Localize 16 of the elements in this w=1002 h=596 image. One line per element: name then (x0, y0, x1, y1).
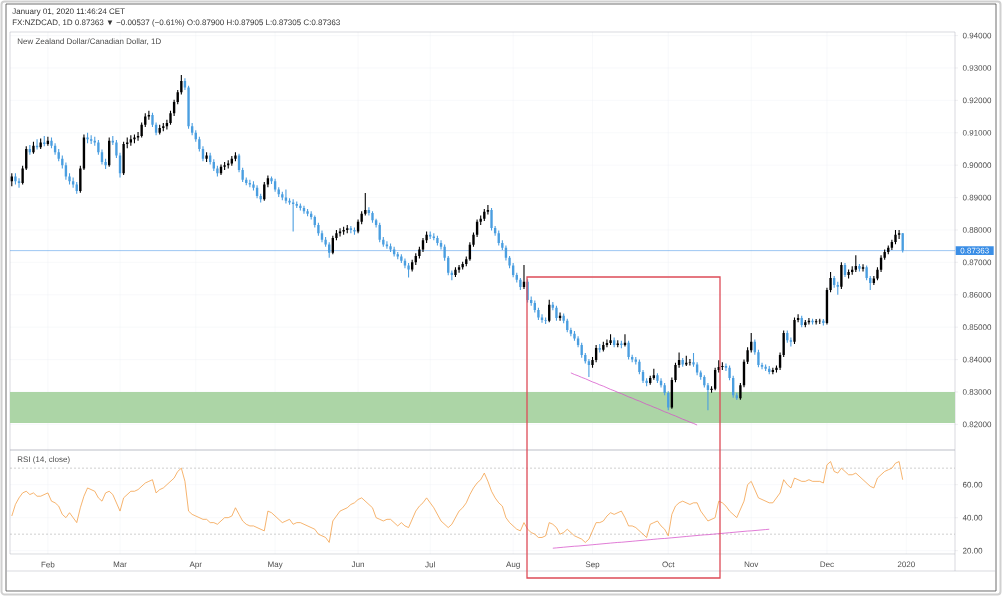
x-tick-label: Aug (506, 561, 520, 569)
x-tick-label: Mar (113, 561, 127, 568)
x-tick-label: Oct (662, 561, 675, 568)
x-tick-label: Feb (41, 561, 55, 568)
x-tick-label: Jul (425, 561, 435, 568)
x-tick-label: Jun (351, 561, 364, 568)
x-tick-label: Sep (585, 561, 600, 569)
x-tick-label: 2020 (897, 561, 915, 568)
x-tick-label: Dec (820, 561, 834, 568)
y-tick-label: 40.00 (962, 514, 983, 521)
y-tick-label: 20.00 (962, 547, 983, 554)
x-tick-label: Apr (189, 561, 202, 569)
y-tick-label: 60.00 (962, 481, 983, 488)
x-tick-label: May (268, 561, 283, 569)
text: RSI (14, close) (17, 456, 70, 464)
x-tick-label: Nov (744, 561, 759, 568)
